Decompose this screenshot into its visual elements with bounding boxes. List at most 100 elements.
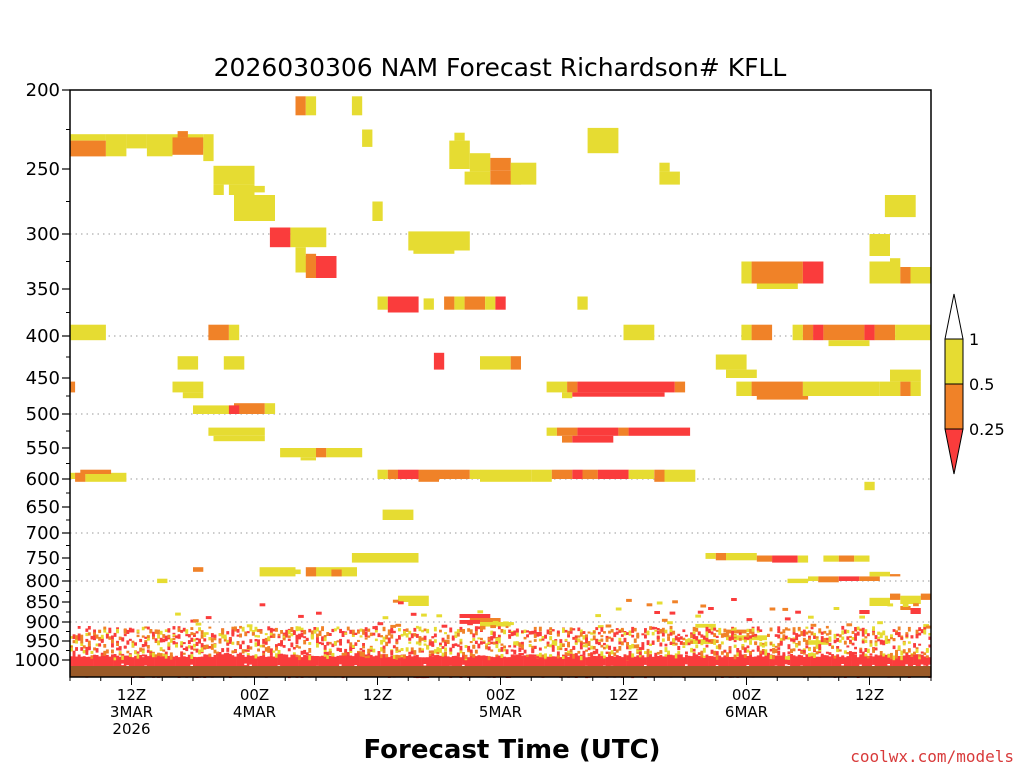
data-cell [70, 140, 106, 157]
boundary-layer-cell [567, 651, 570, 656]
boundary-layer-cell [638, 653, 642, 658]
boundary-layer-cell [600, 644, 604, 648]
boundary-layer-cell [533, 629, 537, 634]
boundary-layer-cell [249, 639, 253, 643]
surface-layer-cell [513, 655, 517, 676]
boundary-layer-cell [359, 652, 363, 657]
surface-layer-cell [254, 655, 258, 676]
boundary-layer-cell [210, 638, 214, 643]
boundary-layer-cell [77, 626, 81, 629]
boundary-layer-cell [644, 634, 647, 639]
boundary-layer-cell [828, 638, 832, 642]
boundary-layer-cell [187, 645, 191, 649]
surface-layer-cell [879, 655, 883, 676]
data-cell [193, 567, 204, 572]
boundary-layer-cell [451, 635, 455, 639]
boundary-layer-cell [267, 648, 271, 653]
boundary-layer-cell [779, 641, 783, 646]
band-gap [715, 665, 719, 667]
boundary-layer-cell [897, 645, 901, 650]
y-tick-label: 500 [26, 404, 60, 425]
boundary-layer-cell [920, 629, 924, 634]
boundary-layer-cell [907, 655, 911, 659]
data-cell [316, 448, 327, 458]
boundary-layer-cell [692, 634, 696, 639]
surface-layer-cell [323, 655, 327, 676]
boundary-layer-cell [346, 639, 350, 644]
surface-layer-cell [528, 654, 532, 676]
boundary-layer-cell [90, 650, 94, 654]
boundary-layer-cell [572, 653, 576, 659]
boundary-layer-cell [569, 627, 573, 631]
boundary-layer-cell [872, 631, 875, 636]
boundary-layer-cell [590, 632, 594, 635]
boundary-layer-cell [298, 646, 301, 649]
boundary-layer-cell [846, 652, 850, 655]
legend-bin [944, 428, 964, 475]
boundary-layer-cell [772, 643, 775, 647]
boundary-layer-cell [715, 639, 719, 643]
boundary-layer-cell [508, 634, 512, 639]
data-cell [695, 623, 716, 628]
boundary-layer-cell [328, 641, 332, 645]
boundary-layer-cell [682, 637, 686, 641]
boundary-layer-cell [139, 655, 143, 658]
boundary-layer-cell [923, 629, 927, 635]
boundary-layer-cell [72, 635, 76, 639]
boundary-layer-cell [592, 646, 596, 650]
boundary-layer-cell [316, 643, 319, 648]
boundary-layer-cell [87, 646, 91, 651]
surface-layer-cell [90, 655, 94, 677]
boundary-layer-cell [213, 643, 217, 647]
boundary-layer-cell [410, 612, 417, 616]
data-cell [808, 640, 829, 645]
boundary-layer-cell [608, 645, 611, 650]
boundary-layer-cell [241, 626, 245, 632]
boundary-layer-cell [316, 640, 319, 643]
boundary-layer-cell [280, 642, 283, 647]
boundary-layer-cell [418, 636, 422, 640]
boundary-layer-cell [111, 635, 114, 640]
data-cell [459, 620, 480, 624]
data-cell [664, 469, 696, 482]
boundary-layer-cell [395, 646, 399, 651]
data-cell [510, 356, 521, 370]
boundary-layer-cell [792, 648, 796, 652]
boundary-layer-cell [239, 633, 242, 638]
boundary-layer-cell [587, 653, 591, 657]
boundary-layer-cell [554, 643, 558, 646]
boundary-layer-cell [333, 641, 337, 646]
boundary-layer-cell [777, 647, 781, 650]
boundary-layer-cell [741, 645, 745, 650]
boundary-layer-cell [456, 629, 460, 634]
data-cell [582, 469, 598, 479]
boundary-layer-cell [98, 629, 102, 634]
boundary-layer-cell [208, 626, 212, 629]
y-tick-label: 550 [26, 438, 60, 459]
data-cell [823, 555, 839, 562]
surface-layer-cell [569, 655, 573, 676]
boundary-layer-cell [874, 654, 878, 657]
boundary-layer-cell [285, 635, 289, 638]
data-cell [264, 403, 276, 414]
boundary-layer-cell [554, 639, 558, 642]
boundary-layer-cell [159, 637, 163, 643]
boundary-layer-cell [357, 652, 360, 657]
data-cell [864, 324, 875, 341]
boundary-layer-cell [82, 649, 86, 654]
boundary-layer-cell [400, 633, 404, 637]
boundary-layer-cell [518, 647, 522, 652]
boundary-layer-cell [456, 632, 460, 637]
band-gap [928, 664, 932, 667]
boundary-layer-cell [203, 654, 207, 658]
surface-layer-cell [854, 654, 857, 676]
boundary-layer-cell [708, 628, 711, 634]
data-cell [157, 578, 168, 584]
data-cell [316, 227, 327, 248]
x-tick-label: 2026 [112, 720, 150, 738]
boundary-layer-cell [162, 649, 166, 652]
boundary-layer-cell [615, 607, 622, 611]
boundary-layer-cell [705, 637, 709, 642]
boundary-layer-cell [513, 643, 517, 648]
surface-layer-cell [472, 654, 476, 676]
